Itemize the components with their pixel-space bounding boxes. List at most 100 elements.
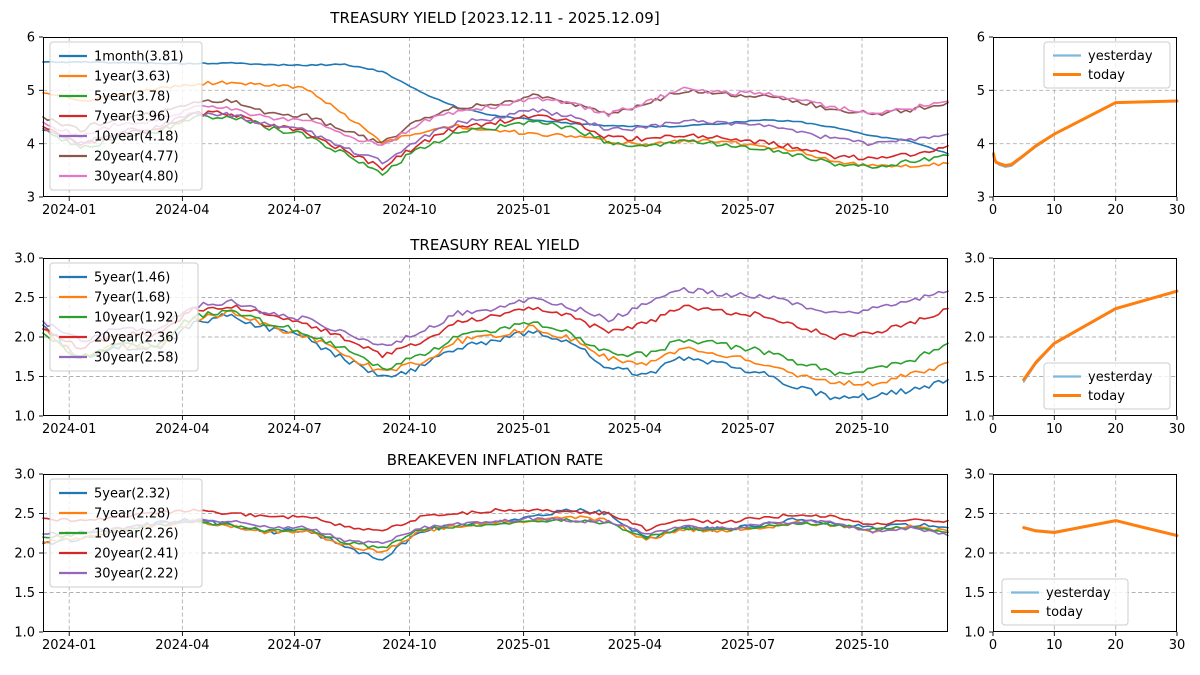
y-tick-label: 2.0 <box>14 547 35 562</box>
series-lines <box>1022 289 1179 383</box>
legend: 5year(1.46) 7year(1.68) 10year(1.92) 20year… <box>49 262 199 372</box>
panel-breakeven-inflation-history: 1.0 1.5 2.0 2.5 3.0 2024-01 2024-04 2024-07 2024… <box>14 468 949 653</box>
y-tick-label: 2.5 <box>14 507 35 522</box>
panel-treasury-real-yield-curve: 1.0 1.5 2.0 2.5 3.0 0 10 20 30 yesterday today <box>964 252 1185 437</box>
series-lines <box>992 99 1179 168</box>
y-tick-label: 1.5 <box>964 586 985 601</box>
x-tick-label: 0 <box>989 422 997 437</box>
panel-breakeven-inflation-curve: 1.0 1.5 2.0 2.5 3.0 0 10 20 30 yesterday today <box>964 468 1185 653</box>
y-tick-label: 1.0 <box>14 626 35 641</box>
y-tick-label: 6 <box>27 31 35 46</box>
legend-box <box>1001 578 1129 626</box>
chart-title-treasury-real-yield: TREASURY REAL YIELD <box>410 236 580 254</box>
y-tick-label: 3.0 <box>964 252 985 267</box>
legend-label-1year: 1year(3.63) <box>94 70 170 85</box>
legend-label-today: today <box>1088 389 1125 404</box>
y-tick-label: 3 <box>27 191 35 206</box>
legend-label-today: today <box>1046 605 1083 620</box>
chart-title-treasury-yield: TREASURY YIELD [2023.12.11 - 2025.12.09] <box>330 9 660 27</box>
legend-box <box>49 478 203 588</box>
legend-label-yesterday: yesterday <box>1088 370 1153 385</box>
y-tick-label: 1.5 <box>964 370 985 385</box>
legend-box <box>1043 362 1171 410</box>
y-tick-label: 4 <box>977 137 985 152</box>
x-tick-label: 2024-01 <box>42 203 96 218</box>
grid-lines <box>43 37 948 197</box>
x-tick-label: 30 <box>1169 638 1186 653</box>
y-tick-label: 1.5 <box>14 370 35 385</box>
x-tick-label: 2024-04 <box>155 422 209 437</box>
x-tick-label: 2025-01 <box>496 203 550 218</box>
legend: yesterday today <box>1043 362 1171 410</box>
legend-label-today: today <box>1088 68 1125 83</box>
x-tick-label: 2025-04 <box>608 422 662 437</box>
legend-label-30year: 30year(2.58) <box>94 351 179 366</box>
y-tick-label: 2.5 <box>964 507 985 522</box>
plot-border <box>43 474 948 632</box>
y-tick-label: 2.0 <box>964 547 985 562</box>
x-tick-label: 2024-07 <box>267 638 321 653</box>
legend-label-7year: 7year(2.28) <box>94 507 170 522</box>
y-tick-label: 3.0 <box>14 468 35 483</box>
legend: yesterday today <box>1001 578 1129 626</box>
series-today-line <box>1022 519 1179 538</box>
x-tick-label: 2025-04 <box>608 203 662 218</box>
axis-ticks: 3 4 5 6 0 10 20 30 <box>977 31 1186 218</box>
legend-box <box>1043 41 1171 89</box>
x-tick-label: 2025-01 <box>496 638 550 653</box>
x-tick-label: 10 <box>1046 422 1063 437</box>
x-tick-label: 2025-10 <box>835 422 889 437</box>
plot-border <box>993 37 1177 197</box>
legend-box <box>49 262 199 372</box>
plot-border <box>993 258 1177 416</box>
x-tick-label: 2025-07 <box>721 203 775 218</box>
legend-label-20year: 20year(2.41) <box>94 547 179 562</box>
x-tick-label: 2025-10 <box>835 203 889 218</box>
y-tick-label: 2.5 <box>14 291 35 306</box>
legend-label-10year: 10year(1.92) <box>94 311 179 326</box>
x-tick-label: 2024-07 <box>267 422 321 437</box>
series-lines <box>1022 519 1179 538</box>
x-tick-label: 2024-04 <box>155 638 209 653</box>
series-today-line <box>1022 289 1179 382</box>
legend-label-30year: 30year(2.22) <box>94 567 179 582</box>
panel-treasury-yield-history: 3 4 5 6 2024-01 2024-04 2024-07 2024-10 2025-01 2… <box>27 31 949 218</box>
grid-lines <box>993 474 1177 632</box>
y-tick-label: 2.5 <box>964 291 985 306</box>
legend: yesterday today <box>1043 41 1171 89</box>
x-tick-label: 2024-01 <box>42 638 96 653</box>
x-tick-label: 20 <box>1107 422 1124 437</box>
x-tick-label: 2025-07 <box>721 422 775 437</box>
panel-treasury-real-yield-history: 1.0 1.5 2.0 2.5 3.0 2024-01 2024-04 2024-07 2024… <box>14 252 949 437</box>
plot-border <box>993 474 1177 632</box>
x-tick-label: 2025-04 <box>608 638 662 653</box>
panel-treasury-yield-curve: 3 4 5 6 0 10 20 30 yesterday today <box>977 31 1186 218</box>
y-tick-label: 3.0 <box>14 252 35 267</box>
legend-label-yesterday: yesterday <box>1088 49 1153 64</box>
y-tick-label: 2.0 <box>14 331 35 346</box>
axis-ticks: 1.0 1.5 2.0 2.5 3.0 2024-01 2024-04 2024-07 2024… <box>14 252 889 437</box>
y-tick-label: 2.0 <box>964 331 985 346</box>
axis-ticks: 1.0 1.5 2.0 2.5 3.0 0 10 20 30 <box>964 252 1185 437</box>
x-tick-label: 2024-01 <box>42 422 96 437</box>
x-tick-label: 20 <box>1107 638 1124 653</box>
legend-label-30year: 30year(4.80) <box>94 170 179 185</box>
axis-ticks: 1.0 1.5 2.0 2.5 3.0 2024-01 2024-04 2024-07 2024… <box>14 468 889 653</box>
chart-title-breakeven-inflation-rate: BREAKEVEN INFLATION RATE <box>386 451 604 469</box>
x-tick-label: 30 <box>1169 422 1186 437</box>
y-tick-label: 3 <box>977 191 985 206</box>
plot-border <box>43 258 948 416</box>
y-tick-label: 1.0 <box>964 626 985 641</box>
y-tick-label: 6 <box>977 31 985 46</box>
y-tick-label: 1.0 <box>964 410 985 425</box>
legend-label-5year: 5year(2.32) <box>94 487 170 502</box>
x-tick-label: 20 <box>1107 203 1124 218</box>
y-tick-label: 5 <box>977 84 985 99</box>
legend-label-20year: 20year(4.77) <box>94 150 179 165</box>
legend-label-7year: 7year(3.96) <box>94 110 170 125</box>
legend-label-7year: 7year(1.68) <box>94 291 170 306</box>
legend-label-5year: 5year(1.46) <box>94 271 170 286</box>
legend-label-1month: 1month(3.81) <box>94 50 184 65</box>
